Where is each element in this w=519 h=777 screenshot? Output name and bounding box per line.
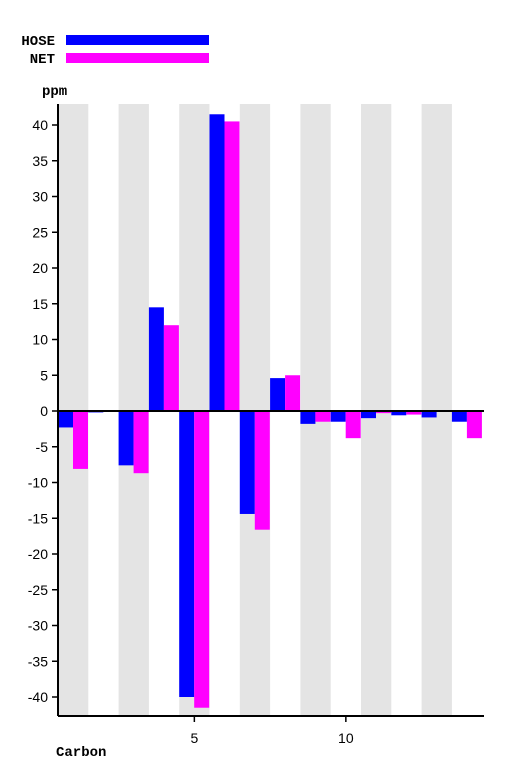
y-tick-label: -15 bbox=[28, 510, 48, 526]
y-axis-label: ppm bbox=[42, 84, 67, 100]
y-tick-label: -30 bbox=[28, 618, 48, 634]
bar-net-4 bbox=[163, 325, 179, 411]
bar-hose-6 bbox=[209, 114, 225, 412]
bar-net-10 bbox=[345, 411, 361, 439]
bar-hose-8 bbox=[270, 378, 286, 411]
y-tick-label: -35 bbox=[28, 653, 48, 669]
legend-label-net: NET bbox=[30, 52, 55, 68]
bar-hose-10 bbox=[330, 411, 346, 422]
bar-hose-4 bbox=[148, 307, 164, 411]
x-tick-label: 5 bbox=[190, 730, 198, 746]
bar-hose-7 bbox=[239, 411, 255, 514]
bar-net-14 bbox=[466, 411, 482, 439]
y-tick-label: -10 bbox=[28, 475, 48, 491]
legend: HOSE NET bbox=[21, 34, 209, 68]
bar-net-11 bbox=[376, 411, 391, 414]
bar-net-1 bbox=[73, 411, 88, 469]
y-tick-label: 25 bbox=[32, 224, 48, 240]
y-tick-label: 35 bbox=[32, 153, 48, 169]
bar-hose-1 bbox=[58, 411, 73, 428]
y-tick-label: 15 bbox=[32, 296, 48, 312]
legend-label-hose: HOSE bbox=[21, 34, 55, 50]
bar-net-8 bbox=[285, 375, 301, 411]
x-axis-label: Carbon bbox=[56, 745, 106, 761]
bar-net-5 bbox=[194, 411, 210, 708]
bar-net-12 bbox=[406, 411, 422, 415]
y-tick-label: -20 bbox=[28, 546, 48, 562]
y-tick-label: 5 bbox=[40, 367, 48, 383]
y-tick-label: 10 bbox=[32, 332, 48, 348]
y-tick-label: -5 bbox=[36, 439, 49, 455]
y-tick-label: -25 bbox=[28, 582, 48, 598]
bar-hose-3 bbox=[118, 411, 134, 466]
bar-hose-9 bbox=[300, 411, 316, 424]
bar-hose-13 bbox=[421, 411, 437, 418]
y-tick-label: 0 bbox=[40, 403, 48, 419]
legend-swatch-net bbox=[66, 53, 209, 63]
bar-net-9 bbox=[315, 411, 331, 422]
bar-net-6 bbox=[224, 121, 240, 412]
bar-hose-5 bbox=[179, 411, 195, 697]
bar-hose-11 bbox=[361, 411, 376, 419]
y-tick-label: -40 bbox=[28, 689, 48, 705]
bar-hose-14 bbox=[451, 411, 467, 422]
axes: 40 35 30 25 20 15 10 5 0 -5 -10 -15 -20 -25 -30 -35 -40 5… bbox=[28, 104, 484, 746]
bar-net-7 bbox=[254, 411, 270, 530]
y-tick-label: 20 bbox=[32, 260, 48, 276]
legend-swatch-hose bbox=[66, 35, 209, 45]
y-tick-label: 30 bbox=[32, 189, 48, 205]
bar-hose-12 bbox=[391, 411, 407, 416]
y-tick-label: 40 bbox=[32, 117, 48, 133]
bar-net-3 bbox=[133, 411, 149, 474]
x-tick-label: 10 bbox=[338, 730, 354, 746]
